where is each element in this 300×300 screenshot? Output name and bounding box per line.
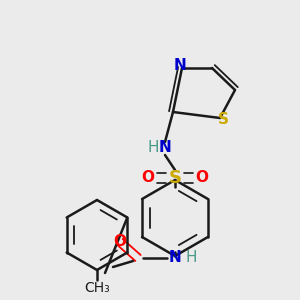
Text: O: O	[113, 235, 127, 250]
Text: S: S	[218, 112, 229, 128]
Text: N: N	[169, 250, 182, 266]
Text: O: O	[142, 170, 154, 185]
Text: N: N	[159, 140, 171, 155]
Text: CH₃: CH₃	[84, 281, 110, 295]
Text: N: N	[174, 58, 186, 74]
Text: H: H	[147, 140, 159, 155]
Text: S: S	[169, 169, 182, 187]
Text: O: O	[196, 170, 208, 185]
Text: H: H	[185, 250, 197, 266]
